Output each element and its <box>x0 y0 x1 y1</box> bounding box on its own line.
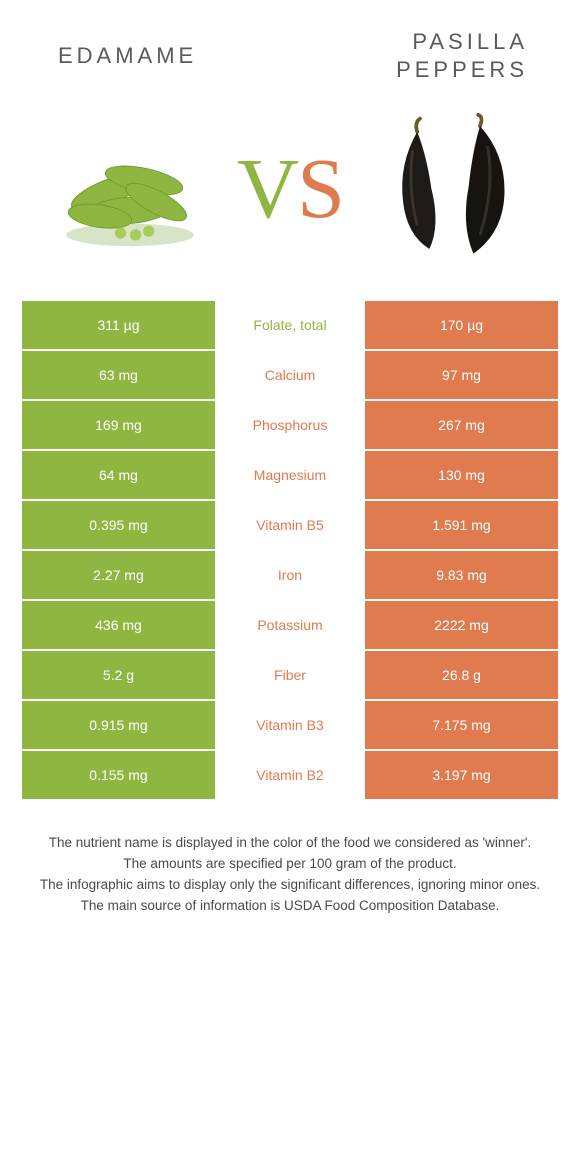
right-value: 26.8 g <box>365 651 558 699</box>
table-row: 169 mgPhosphorus267 mg <box>22 401 558 449</box>
vs-v: V <box>237 138 297 238</box>
left-value: 0.155 mg <box>22 751 215 799</box>
title-left: EDAMAME <box>52 28 293 70</box>
footer-notes: The nutrient name is displayed in the co… <box>22 833 558 917</box>
nutrient-label: Potassium <box>215 601 365 649</box>
vs-label: V S <box>237 138 343 238</box>
table-row: 0.395 mgVitamin B51.591 mg <box>22 501 558 549</box>
table-row: 2.27 mgIron9.83 mg <box>22 551 558 599</box>
nutrient-label: Vitamin B2 <box>215 751 365 799</box>
right-value: 1.591 mg <box>365 501 558 549</box>
pasilla-icon <box>375 113 525 263</box>
right-value: 3.197 mg <box>365 751 558 799</box>
nutrient-label: Folate, total <box>215 301 365 349</box>
table-row: 0.915 mgVitamin B37.175 mg <box>22 701 558 749</box>
right-value: 267 mg <box>365 401 558 449</box>
footer-line: The main source of information is USDA F… <box>30 896 550 917</box>
nutrient-label: Vitamin B5 <box>215 501 365 549</box>
table-row: 436 mgPotassium2222 mg <box>22 601 558 649</box>
left-food-image <box>50 108 210 268</box>
nutrient-label: Fiber <box>215 651 365 699</box>
left-value: 63 mg <box>22 351 215 399</box>
nutrient-table: 311 µgFolate, total170 µg63 mgCalcium97 … <box>22 301 558 799</box>
left-value: 0.395 mg <box>22 501 215 549</box>
nutrient-label: Iron <box>215 551 365 599</box>
table-row: 63 mgCalcium97 mg <box>22 351 558 399</box>
left-value: 169 mg <box>22 401 215 449</box>
right-value: 97 mg <box>365 351 558 399</box>
right-value: 7.175 mg <box>365 701 558 749</box>
right-food-image <box>370 108 530 268</box>
nutrient-label: Phosphorus <box>215 401 365 449</box>
title-right: PASILLA PEPPERS <box>293 28 528 83</box>
right-value: 9.83 mg <box>365 551 558 599</box>
infographic-root: EDAMAME PASILLA PEPPERS <box>0 0 580 933</box>
left-value: 0.915 mg <box>22 701 215 749</box>
right-value: 2222 mg <box>365 601 558 649</box>
vs-s: S <box>297 138 343 238</box>
table-row: 0.155 mgVitamin B23.197 mg <box>22 751 558 799</box>
table-row: 5.2 gFiber26.8 g <box>22 651 558 699</box>
left-value: 311 µg <box>22 301 215 349</box>
left-value: 5.2 g <box>22 651 215 699</box>
nutrient-label: Magnesium <box>215 451 365 499</box>
footer-line: The infographic aims to display only the… <box>30 875 550 896</box>
table-row: 311 µgFolate, total170 µg <box>22 301 558 349</box>
edamame-icon <box>55 113 205 263</box>
left-value: 2.27 mg <box>22 551 215 599</box>
title-row: EDAMAME PASILLA PEPPERS <box>22 28 558 83</box>
table-row: 64 mgMagnesium130 mg <box>22 451 558 499</box>
right-value: 170 µg <box>365 301 558 349</box>
left-value: 436 mg <box>22 601 215 649</box>
footer-line: The nutrient name is displayed in the co… <box>30 833 550 854</box>
nutrient-label: Vitamin B3 <box>215 701 365 749</box>
right-value: 130 mg <box>365 451 558 499</box>
footer-line: The amounts are specified per 100 gram o… <box>30 854 550 875</box>
left-value: 64 mg <box>22 451 215 499</box>
nutrient-label: Calcium <box>215 351 365 399</box>
image-row: V S <box>22 103 558 273</box>
